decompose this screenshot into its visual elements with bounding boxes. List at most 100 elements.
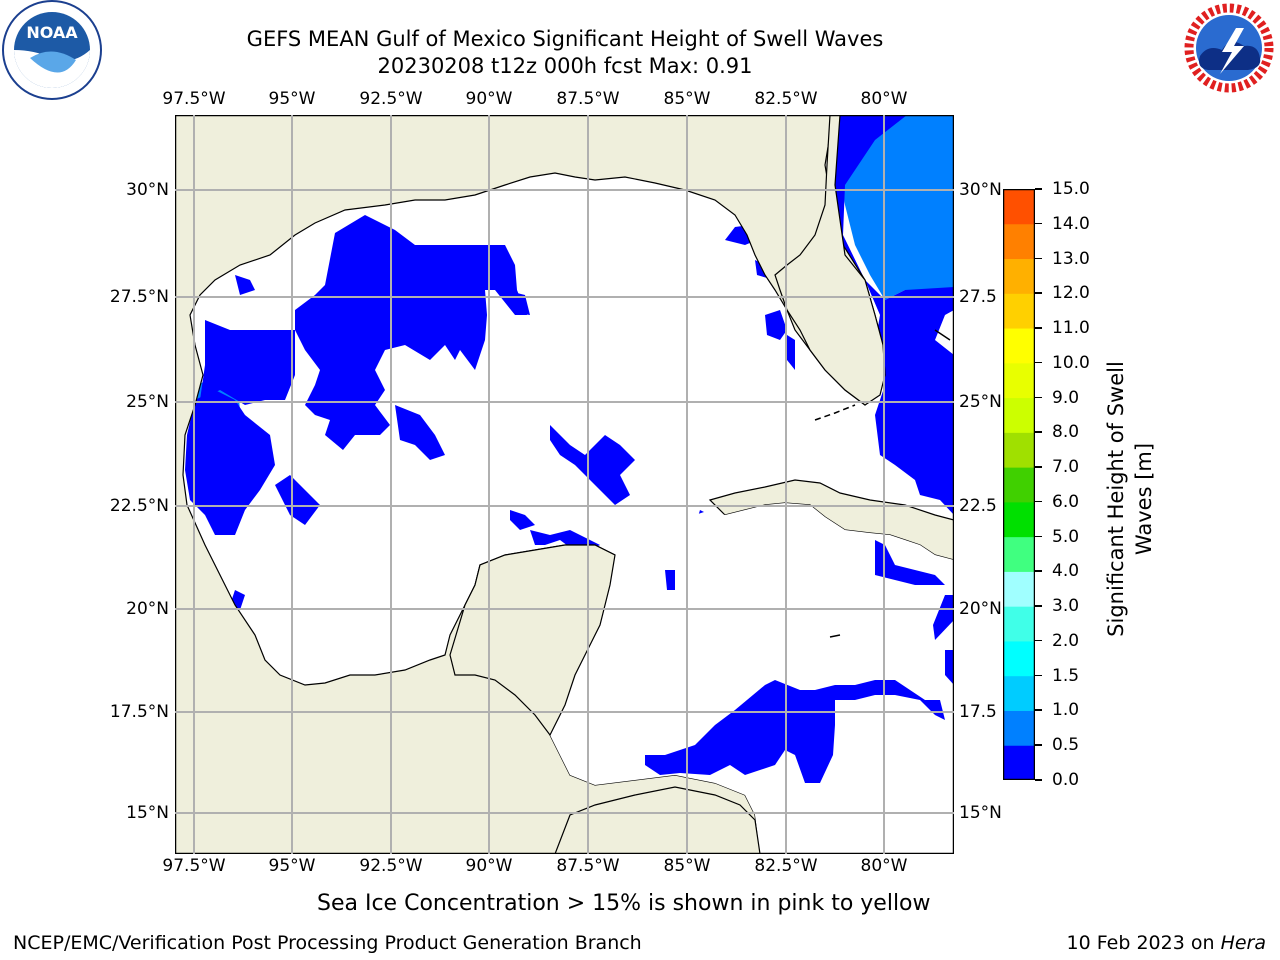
colorbar-segment [1003, 328, 1035, 364]
colorbar-tick-label: 10.0 [1052, 352, 1090, 373]
lon-tick-top: 82.5°W [754, 89, 818, 109]
colorbar-label-line2: Waves [m] [1132, 442, 1156, 556]
colorbar-tick-mark [1035, 431, 1042, 433]
colorbar-tick-label: 8.0 [1052, 422, 1080, 443]
gulf-of-mexico-map [175, 115, 954, 854]
lon-tick-top: 85°W [663, 89, 711, 109]
colorbar-tick-mark [1035, 222, 1042, 225]
colorbar-tick-label: 11.0 [1052, 318, 1090, 339]
map-frame [175, 115, 954, 854]
footer-machine: Hera [1220, 932, 1266, 954]
colorbar-segment [1003, 293, 1035, 329]
colorbar-tick-mark [1035, 466, 1042, 468]
colorbar-tick-mark [1035, 257, 1042, 260]
colorbar-segment [1003, 536, 1035, 572]
colorbar-tick-mark [1035, 709, 1042, 711]
colorbar-segment [1003, 745, 1035, 780]
colorbar-segment [1003, 571, 1035, 607]
lat-tick-right: 15°N [959, 803, 1002, 823]
colorbar-tick-label: 5.0 [1052, 526, 1080, 547]
colorbar-segment [1003, 606, 1035, 642]
colorbar-segment [1003, 501, 1035, 538]
colorbar-tick-mark [1035, 674, 1042, 677]
lat-tick-left: 22.5°N [109, 496, 169, 516]
colorbar-tick-mark [1035, 744, 1042, 746]
colorbar-tick-label: 9.0 [1052, 387, 1080, 408]
lon-tick-bottom: 87.5°W [556, 856, 620, 876]
colorbar-tick-label: 15.0 [1052, 179, 1090, 199]
lon-tick-top: 87.5°W [556, 89, 620, 109]
florida-land [774, 115, 886, 406]
colorbar-tick-label: 4.0 [1052, 561, 1080, 582]
chart-title-line2: 20230208 t12z 000h fcst Max: 0.91 [377, 54, 753, 78]
colorbar-tick-label: 7.0 [1052, 457, 1080, 478]
lon-tick-top: 95°W [268, 89, 316, 109]
colorbar-tick-mark [1035, 535, 1042, 538]
lat-tick-right: 25°N [959, 392, 1002, 412]
lat-tick-left: 20°N [126, 599, 169, 619]
colorbar-tick-mark [1035, 639, 1042, 642]
lon-tick-top: 97.5°W [162, 89, 226, 109]
colorbar-tick-mark [1035, 605, 1042, 607]
colorbar-tick-label: 1.0 [1052, 700, 1080, 721]
colorbar-tick-label: 12.0 [1052, 283, 1090, 304]
colorbar-tick-label: 1.5 [1052, 665, 1080, 686]
colorbar-tick-label: 14.0 [1052, 213, 1090, 234]
lon-tick-top: 92.5°W [359, 89, 423, 109]
lat-tick-left: 30°N [126, 180, 169, 200]
noaa-logo-icon: NOAA [2, 0, 102, 100]
colorbar-tick-mark [1035, 570, 1042, 572]
central-america-land [554, 786, 761, 854]
colorbar-segment [1003, 675, 1035, 711]
colorbar-tick-label: 6.0 [1052, 491, 1080, 512]
colorbar [1003, 189, 1035, 780]
colorbar-segment [1003, 223, 1035, 260]
lon-tick-bottom: 92.5°W [359, 856, 423, 876]
graticule [175, 115, 954, 854]
footer-date: 10 Feb 2023 on Hera [1067, 932, 1266, 954]
lat-tick-left: 27.5°N [109, 287, 169, 307]
colorbar-segment [1003, 397, 1035, 433]
colorbar-label: Significant Height of Swell Waves [m] [1102, 349, 1158, 649]
noaa-logo-text: NOAA [26, 23, 78, 42]
florida-keys [814, 404, 856, 421]
footer-credit: NCEP/EMC/Verification Post Processing Pr… [13, 932, 642, 954]
lat-tick-left: 15°N [126, 803, 169, 823]
lon-tick-bottom: 90°W [465, 856, 513, 876]
lat-tick-right: 22.5 [959, 496, 997, 516]
colorbar-tick-mark [1035, 188, 1042, 190]
footer-date-text: 10 Feb 2023 on [1066, 932, 1215, 954]
lat-tick-right: 30°N [959, 180, 1002, 200]
lon-tick-bottom: 82.5°W [754, 856, 818, 876]
colorbar-segment [1003, 189, 1035, 225]
sea-ice-note: Sea Ice Concentration > 15% is shown in … [317, 891, 931, 916]
lat-tick-right: 27.5 [959, 287, 997, 307]
colorbar-label-line1: Significant Height of Swell [1104, 361, 1128, 637]
colorbar-segment [1003, 710, 1035, 746]
colorbar-segment [1003, 362, 1035, 399]
colorbar-tick-label: 0.0 [1052, 770, 1080, 790]
lon-tick-top: 80°W [860, 89, 908, 109]
colorbar-tick-label: 2.0 [1052, 630, 1080, 651]
cayman [829, 634, 841, 638]
lat-tick-left: 17.5°N [109, 702, 169, 722]
lon-tick-bottom: 97.5°W [162, 856, 226, 876]
yucatan-land [449, 544, 616, 737]
lat-tick-left: 25°N [126, 392, 169, 412]
colorbar-tick-mark [1035, 396, 1042, 399]
colorbar-tick-label: 13.0 [1052, 248, 1090, 269]
colorbar-tick-mark [1035, 361, 1042, 364]
lon-tick-top: 90°W [465, 89, 513, 109]
colorbar-segment [1003, 258, 1035, 294]
colorbar-tick-mark [1035, 327, 1042, 329]
lon-tick-bottom: 95°W [268, 856, 316, 876]
colorbar-tick-mark [1035, 779, 1042, 781]
colorbar-tick-label: 0.5 [1052, 735, 1080, 756]
colorbar-segment [1003, 640, 1035, 677]
lon-tick-bottom: 85°W [663, 856, 711, 876]
colorbar-segment [1003, 467, 1035, 503]
colorbar-segment [1003, 432, 1035, 468]
bahamas [934, 329, 951, 341]
colorbar-tick-label: 3.0 [1052, 596, 1080, 617]
lon-tick-bottom: 80°W [860, 856, 908, 876]
